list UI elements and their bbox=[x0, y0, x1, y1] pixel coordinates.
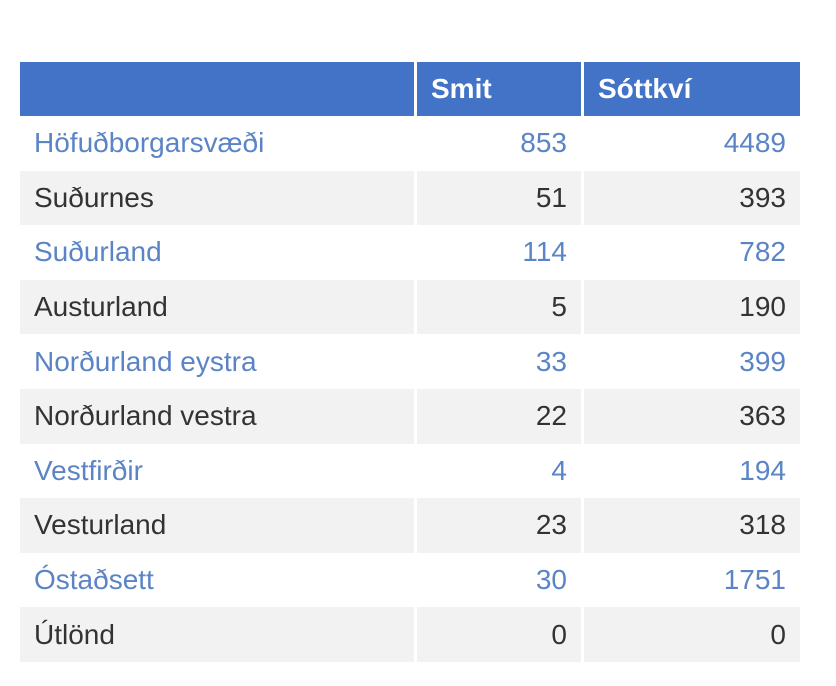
data-table-container: Smit Sóttkví Höfuðborgarsvæði 853 4489 Suðu… bbox=[20, 62, 800, 662]
table-row: Útlönd 0 0 bbox=[20, 607, 800, 662]
region-cell: Vesturland bbox=[20, 498, 414, 553]
table-row: Vesturland 23 318 bbox=[20, 498, 800, 553]
sottkvi-cell: 782 bbox=[584, 225, 800, 280]
sottkvi-cell: 194 bbox=[584, 443, 800, 499]
header-row: Smit Sóttkví bbox=[20, 62, 800, 116]
table-row: Óstaðsett 30 1751 bbox=[20, 552, 800, 608]
region-cell: Norðurland vestra bbox=[20, 388, 414, 444]
region-cell: Útlönd bbox=[20, 607, 414, 662]
smit-cell: 5 bbox=[417, 279, 581, 335]
region-cell: Höfuðborgarsvæði bbox=[20, 116, 414, 171]
region-cell: Suðurnes bbox=[20, 170, 414, 226]
smit-cell: 4 bbox=[417, 443, 581, 499]
table-row: Suðurland 114 782 bbox=[20, 225, 800, 280]
header-sottkvi: Sóttkví bbox=[584, 62, 800, 116]
smit-cell: 23 bbox=[417, 498, 581, 553]
region-cell: Suðurland bbox=[20, 225, 414, 280]
table-row: Norðurland eystra 33 399 bbox=[20, 334, 800, 389]
smit-cell: 22 bbox=[417, 388, 581, 444]
table-row: Norðurland vestra 22 363 bbox=[20, 388, 800, 444]
table-body: Höfuðborgarsvæði 853 4489 Suðurnes 51 393 Suðu… bbox=[20, 116, 800, 662]
region-cell: Vestfirðir bbox=[20, 443, 414, 499]
header-region bbox=[20, 62, 414, 116]
sottkvi-cell: 0 bbox=[584, 607, 800, 662]
sottkvi-cell: 363 bbox=[584, 388, 800, 444]
smit-cell: 30 bbox=[417, 552, 581, 608]
table-row: Vestfirðir 4 194 bbox=[20, 443, 800, 499]
table-row: Höfuðborgarsvæði 853 4489 bbox=[20, 116, 800, 171]
region-cell: Óstaðsett bbox=[20, 552, 414, 608]
table-row: Austurland 5 190 bbox=[20, 279, 800, 335]
sottkvi-cell: 318 bbox=[584, 498, 800, 553]
sottkvi-cell: 399 bbox=[584, 334, 800, 389]
smit-cell: 853 bbox=[417, 116, 581, 171]
header-smit: Smit bbox=[417, 62, 581, 116]
table-header: Smit Sóttkví bbox=[20, 62, 800, 116]
sottkvi-cell: 393 bbox=[584, 170, 800, 226]
smit-cell: 51 bbox=[417, 170, 581, 226]
regional-cases-table: Smit Sóttkví Höfuðborgarsvæði 853 4489 Suðu… bbox=[17, 62, 803, 662]
sottkvi-cell: 1751 bbox=[584, 552, 800, 608]
smit-cell: 33 bbox=[417, 334, 581, 389]
region-cell: Austurland bbox=[20, 279, 414, 335]
region-cell: Norðurland eystra bbox=[20, 334, 414, 389]
table-row: Suðurnes 51 393 bbox=[20, 170, 800, 226]
sottkvi-cell: 4489 bbox=[584, 116, 800, 171]
smit-cell: 114 bbox=[417, 225, 581, 280]
sottkvi-cell: 190 bbox=[584, 279, 800, 335]
smit-cell: 0 bbox=[417, 607, 581, 662]
